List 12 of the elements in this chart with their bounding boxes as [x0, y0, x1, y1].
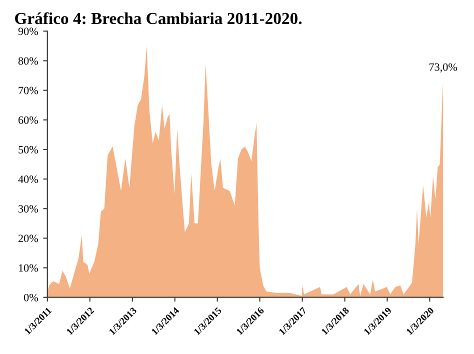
- y-tick-label: 90%: [18, 28, 38, 36]
- y-tick-label: 50%: [18, 146, 38, 154]
- y-tick-label: 20%: [18, 234, 38, 242]
- y-tick-label: 30%: [18, 205, 38, 213]
- y-tick-label: 0%: [24, 294, 38, 302]
- chart-title: Gráfico 4: Brecha Cambiaria 2011-2020.: [15, 12, 302, 24]
- annotation: 73,0%: [429, 63, 458, 72]
- y-tick-label: 80%: [18, 57, 38, 65]
- y-tick-label: 70%: [18, 86, 38, 94]
- y-tick-label: 10%: [18, 264, 38, 272]
- y-tick-label: 60%: [18, 116, 38, 124]
- y-tick-label: 40%: [18, 176, 38, 184]
